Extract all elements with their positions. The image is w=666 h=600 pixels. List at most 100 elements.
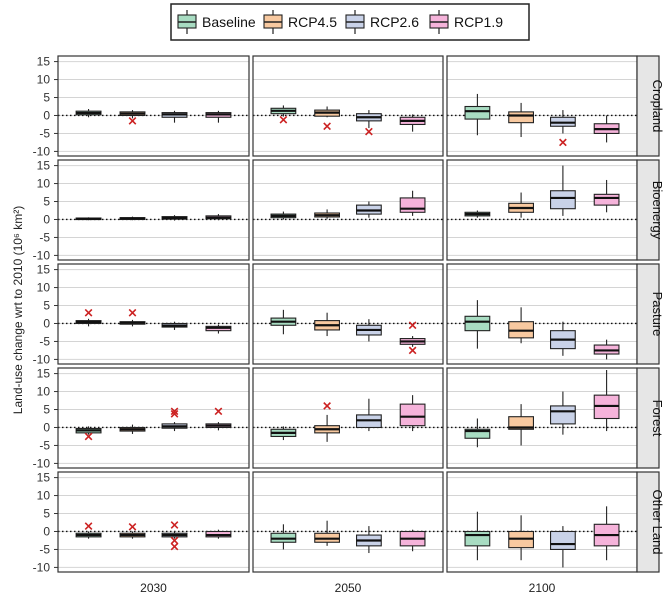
y-axis-label: Land-use change wrt to 2010 (10⁶ km²): [11, 206, 25, 414]
box-Baseline: [75, 522, 102, 539]
box-RCP2.6: [161, 321, 188, 330]
box-RCP1.9: [593, 339, 620, 360]
panel-border: [57, 367, 250, 469]
box-RCP2.6: [549, 391, 576, 435]
y-tick-label: 15: [37, 263, 51, 277]
facet-panel: [446, 367, 638, 469]
outlier-stroke: [279, 115, 288, 124]
box: [508, 111, 535, 124]
facet-panel: [252, 367, 444, 469]
box-RCP4.5: [508, 192, 535, 218]
facet-panel: [57, 159, 250, 261]
y-tick-label: 10: [37, 281, 51, 295]
box: [399, 197, 426, 213]
strip-background: [636, 55, 660, 157]
facet-panels: -10 -5 0 5 10 15 Cropland -10 -5 0 5 10 15 Bioenergy -…: [33, 55, 665, 595]
box: [464, 315, 491, 332]
outlier-marker: [128, 117, 137, 125]
y-tick-label: 5: [43, 507, 50, 521]
outlier-marker: [170, 409, 179, 418]
row-strip: Other Land: [636, 471, 665, 573]
y-tick-label: 15: [37, 55, 51, 69]
outlier-marker: [279, 115, 288, 124]
box: [464, 530, 491, 547]
box-RCP2.6: [161, 521, 188, 551]
box-RCP2.6: [161, 110, 188, 123]
y-tick-label: -5: [39, 334, 50, 348]
outlier-stroke: [408, 321, 417, 330]
box: [464, 428, 491, 439]
column-label: 2050: [335, 581, 362, 595]
y-tick-label: 0: [43, 108, 50, 122]
column-label: 2030: [140, 581, 167, 595]
box-RCP1.9: [205, 529, 232, 539]
y-tick-label: 10: [37, 73, 51, 87]
column-label: 2100: [529, 581, 556, 595]
outlier-stroke: [170, 536, 179, 545]
y-tick-label: 10: [37, 489, 51, 503]
strip-background: [636, 159, 660, 261]
outlier-marker: [559, 138, 567, 147]
facet-panel: [57, 367, 250, 469]
outlier-stroke: [128, 522, 137, 531]
panel-background: [58, 472, 249, 572]
box: [399, 403, 426, 427]
facet-panel: [57, 263, 250, 365]
facet-panel: [252, 159, 444, 261]
box-RCP1.9: [399, 395, 426, 432]
y-tick-label: 5: [43, 299, 50, 313]
outlier-marker: [170, 521, 179, 529]
box-Baseline: [270, 211, 297, 220]
box-RCP2.6: [355, 110, 382, 136]
panel-background: [253, 472, 443, 572]
box-RCP2.6: [549, 526, 576, 568]
row-strip-label: Cropland: [650, 80, 665, 133]
y-tick-label: -10: [33, 352, 51, 366]
legend: Baseline RCP4.5 RCP2.6 RCP1.9: [170, 3, 530, 41]
box-RCP4.5: [314, 402, 341, 442]
facet-panel: [446, 55, 638, 157]
y-tick-label: -5: [39, 542, 50, 556]
box-RCP1.9: [205, 407, 232, 431]
box-RCP1.9: [399, 190, 426, 216]
box-RCP2.6: [355, 398, 382, 432]
box-RCP2.6: [549, 321, 576, 356]
panel-border: [252, 263, 444, 365]
box: [549, 190, 576, 210]
box-RCP2.6: [355, 526, 382, 554]
box-RCP1.9: [399, 321, 426, 355]
box-Baseline: [464, 511, 491, 561]
outlier-marker: [128, 522, 137, 531]
row-strip-label: Other Land: [650, 489, 665, 554]
y-tick-label: 0: [43, 524, 50, 538]
legend-label: RCP2.6: [370, 14, 419, 30]
panel-border: [57, 159, 250, 261]
box-RCP4.5: [314, 106, 341, 131]
box-RCP2.6: [549, 165, 576, 216]
box-RCP1.9: [205, 214, 232, 221]
outlier-stroke: [214, 407, 223, 416]
y-tick-label: -10: [33, 456, 51, 470]
box-RCP1.9: [593, 506, 620, 561]
outlier-stroke: [84, 308, 93, 317]
outlier-marker: [408, 321, 417, 330]
outlier-marker: [323, 122, 331, 131]
box: [464, 105, 491, 120]
outlier-stroke: [323, 402, 331, 410]
box-RCP1.9: [593, 179, 620, 213]
outlier-stroke: [170, 407, 179, 416]
box-RCP4.5: [314, 520, 341, 546]
panel-background: [58, 160, 249, 260]
box-Baseline: [464, 300, 491, 349]
box-Baseline: [75, 217, 102, 221]
y-tick-label: 15: [37, 367, 51, 381]
box-RCP4.5: [119, 308, 146, 327]
panel-border: [252, 159, 444, 261]
facet-panel: [252, 263, 444, 365]
legend-label: RCP1.9: [454, 14, 503, 30]
box-RCP2.6: [549, 110, 576, 147]
y-tick-label: 10: [37, 177, 51, 191]
row-strip: Cropland: [636, 55, 665, 157]
box-RCP1.9: [399, 529, 426, 552]
